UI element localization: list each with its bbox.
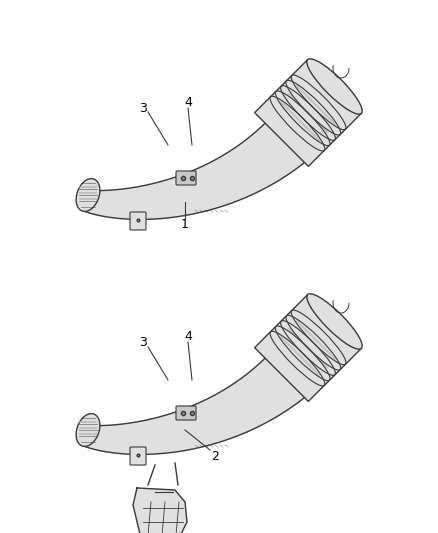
Polygon shape <box>133 488 187 533</box>
Ellipse shape <box>76 179 100 212</box>
Polygon shape <box>86 104 326 220</box>
FancyBboxPatch shape <box>176 406 196 420</box>
Polygon shape <box>86 339 326 455</box>
Text: 1: 1 <box>181 217 189 230</box>
Polygon shape <box>254 295 361 401</box>
Text: 3: 3 <box>139 101 147 115</box>
Text: 4: 4 <box>184 96 192 109</box>
FancyBboxPatch shape <box>176 171 196 185</box>
Ellipse shape <box>76 414 100 447</box>
Polygon shape <box>254 60 361 166</box>
Text: 2: 2 <box>211 449 219 463</box>
Text: 4: 4 <box>184 330 192 343</box>
FancyBboxPatch shape <box>130 212 146 230</box>
Ellipse shape <box>307 294 362 349</box>
Text: 3: 3 <box>139 335 147 349</box>
Ellipse shape <box>307 59 362 114</box>
FancyBboxPatch shape <box>130 447 146 465</box>
